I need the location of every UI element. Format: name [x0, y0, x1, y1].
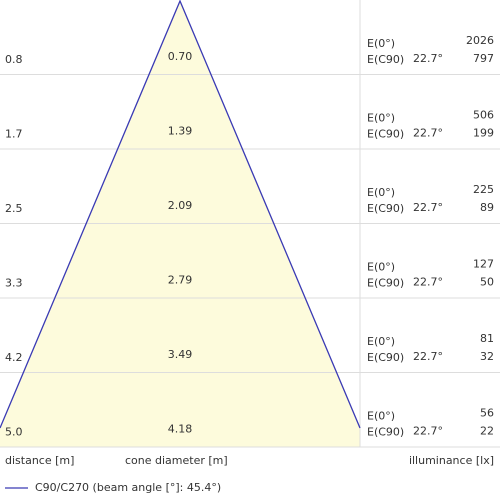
footer-distance: distance [m] — [5, 454, 74, 467]
cone-diameter: 2.79 — [168, 274, 193, 287]
footer-diameter: cone diameter [m] — [125, 454, 228, 467]
ec90-value: 797 — [473, 52, 494, 65]
cone-diameter: 0.70 — [168, 50, 193, 63]
ec90-label: E(C90) — [367, 53, 404, 66]
cone-diameter: 3.49 — [168, 348, 193, 361]
distance: 0.8 — [5, 53, 23, 66]
ec90-value: 199 — [473, 127, 494, 140]
beam-angle: 22.7° — [413, 425, 443, 438]
e0-label: E(0°) — [367, 335, 395, 348]
ec90-label: E(C90) — [367, 202, 404, 215]
e0-value: 2026 — [466, 34, 494, 47]
e0-value: 127 — [473, 258, 494, 271]
ec90-value: 50 — [480, 276, 494, 289]
e0-value: 81 — [480, 332, 494, 345]
beam-angle: 22.7° — [413, 350, 443, 363]
cone-base-fill — [0, 428, 360, 447]
distance: 3.3 — [5, 277, 23, 290]
beam-angle: 22.7° — [413, 201, 443, 214]
e0-value: 225 — [473, 183, 494, 196]
cone-diameter: 2.09 — [168, 199, 193, 212]
cone-outline — [0, 0, 361, 429]
ec90-label: E(C90) — [367, 277, 404, 290]
e0-label: E(0°) — [367, 186, 395, 199]
e0-value: 506 — [473, 109, 494, 122]
e0-label: E(0°) — [367, 112, 395, 125]
e0-label: E(0°) — [367, 410, 395, 423]
ec90-label: E(C90) — [367, 351, 404, 364]
distance: 4.2 — [5, 351, 23, 364]
cone-diameter: 4.18 — [168, 423, 193, 436]
footer-illuminance: illuminance [lx] — [409, 454, 494, 467]
rows: 0.8 0.70 E(0°) 2026 E(C90) 22.7° 797 1.7 1.39 E(0… — [0, 34, 500, 448]
ec90-value: 22 — [480, 425, 494, 438]
ec90-label: E(C90) — [367, 426, 404, 439]
ec90-value: 89 — [480, 201, 494, 214]
e0-label: E(0°) — [367, 261, 395, 274]
distance: 2.5 — [5, 202, 23, 215]
ec90-value: 32 — [480, 350, 494, 363]
distance: 1.7 — [5, 128, 23, 141]
beam-angle: 22.7° — [413, 127, 443, 140]
distance: 5.0 — [5, 426, 23, 439]
ec90-label: E(C90) — [367, 128, 404, 141]
cone-diameter: 1.39 — [168, 125, 193, 138]
e0-label: E(0°) — [367, 37, 395, 50]
beam-angle: 22.7° — [413, 276, 443, 289]
beam-angle: 22.7° — [413, 52, 443, 65]
cone-fill — [0, 1, 360, 428]
e0-value: 56 — [480, 407, 494, 420]
legend-label: C90/C270 (beam angle [°]: 45.4°) — [35, 481, 221, 494]
